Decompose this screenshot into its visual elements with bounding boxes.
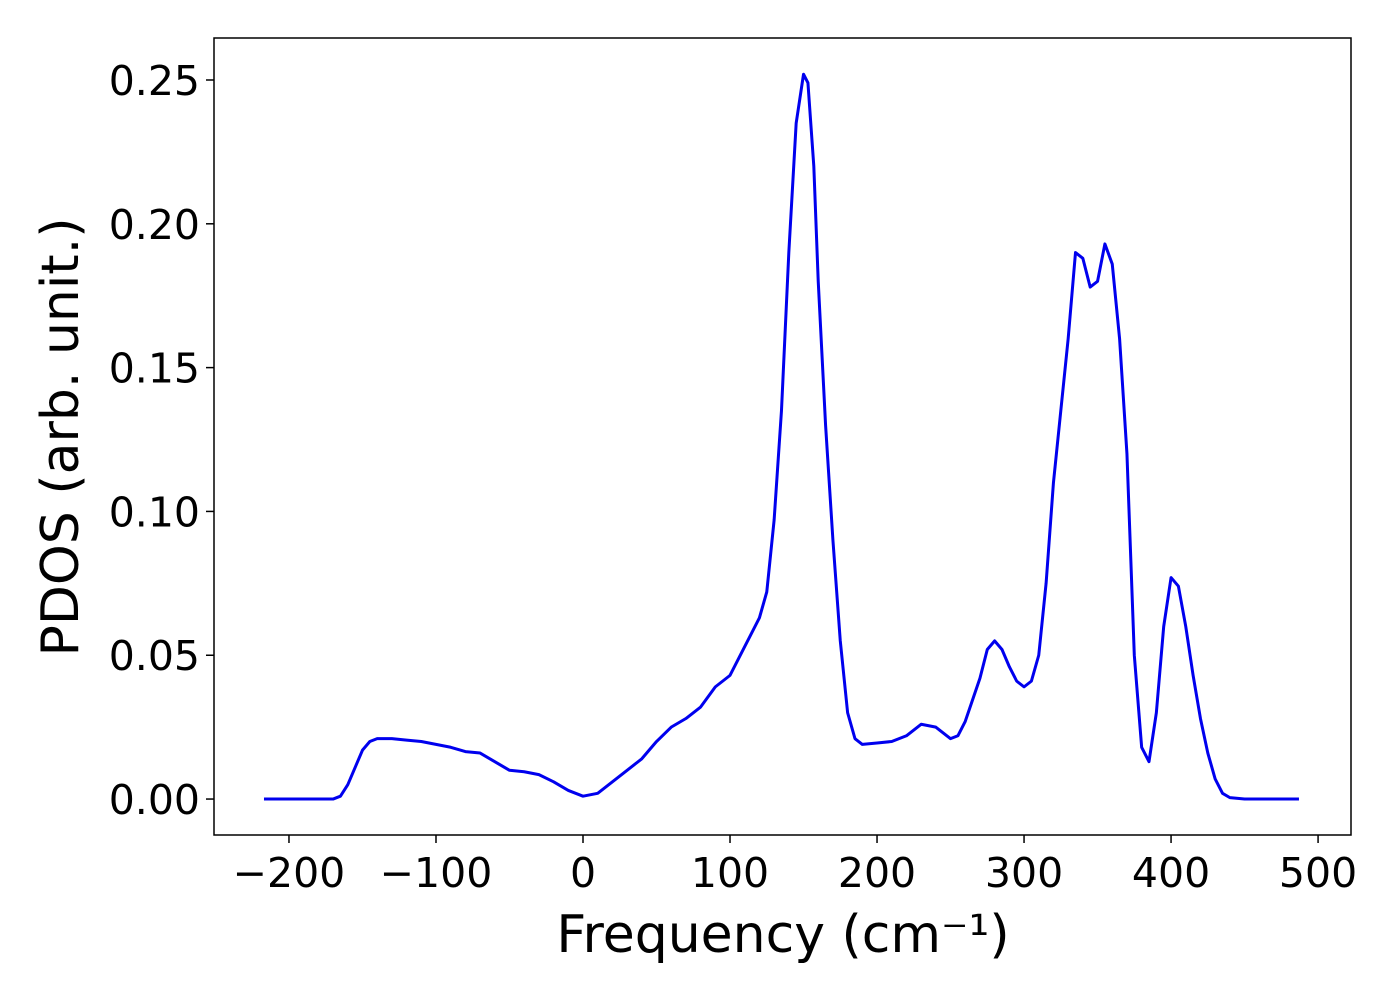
y-tick-label: 0.20 — [109, 201, 200, 249]
data-line — [263, 72, 1299, 801]
x-tick-label: 300 — [985, 849, 1063, 897]
y-tick-label: 0.15 — [109, 345, 200, 393]
plot-frame — [213, 37, 1352, 836]
x-axis-label: Frequency (cm⁻¹) — [556, 905, 1009, 965]
x-tick-label: −200 — [233, 849, 346, 897]
y-tick-label: 0.10 — [109, 488, 200, 536]
y-tick-label: 0.25 — [109, 57, 200, 105]
x-tick-label: 400 — [1132, 849, 1210, 897]
x-tick-label: 0 — [570, 849, 596, 897]
x-tick-label: 500 — [1279, 849, 1357, 897]
y-tick-label: 0.00 — [109, 776, 200, 824]
y-axis-label: PDOS (arb. unit.) — [31, 217, 91, 656]
x-tick-label: 100 — [691, 849, 769, 897]
x-tick-label: −100 — [380, 849, 493, 897]
y-tick-label: 0.05 — [109, 632, 200, 680]
x-tick-label: 200 — [838, 849, 916, 897]
